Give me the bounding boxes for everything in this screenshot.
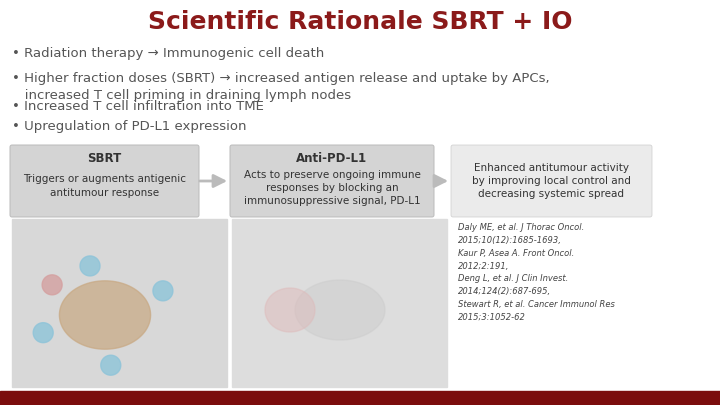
Bar (232, 219, 447, 387)
Bar (12, 219, 227, 387)
FancyBboxPatch shape (10, 145, 199, 217)
Text: Anti-PD-L1: Anti-PD-L1 (297, 153, 368, 166)
FancyBboxPatch shape (230, 145, 434, 217)
Text: Daly ME, et al. J Thorac Oncol.
2015;10(12):1685-1693,
Kaur P, Asea A. Front Onc: Daly ME, et al. J Thorac Oncol. 2015;10(… (458, 223, 615, 322)
FancyArrowPatch shape (199, 175, 224, 187)
FancyArrowPatch shape (434, 175, 445, 187)
Polygon shape (33, 323, 53, 343)
Polygon shape (295, 280, 385, 340)
Text: Oncology: Oncology (30, 394, 70, 403)
Polygon shape (153, 281, 173, 301)
Polygon shape (101, 355, 121, 375)
Text: • Radiation therapy → Immunogenic cell death: • Radiation therapy → Immunogenic cell d… (12, 47, 324, 60)
Bar (0, 391, 720, 405)
Text: Enhanced antitumour activity
by improving local control and
decreasing systemic : Enhanced antitumour activity by improvin… (472, 163, 631, 199)
Text: Scientific Rationale SBRT + IO: Scientific Rationale SBRT + IO (148, 10, 572, 34)
Polygon shape (265, 288, 315, 332)
Text: • Increased T cell infiltration into TME: • Increased T cell infiltration into TME (12, 100, 264, 113)
Polygon shape (42, 275, 62, 295)
Polygon shape (80, 256, 100, 276)
Text: SBRT: SBRT (87, 153, 122, 166)
Text: • Upregulation of PD-L1 expression: • Upregulation of PD-L1 expression (12, 120, 246, 133)
Text: Acts to preserve ongoing immune
responses by blocking an
immunosuppressive signa: Acts to preserve ongoing immune response… (243, 170, 420, 206)
Text: • Higher fraction doses (SBRT) → increased antigen release and uptake by APCs,
 : • Higher fraction doses (SBRT) → increas… (12, 72, 549, 102)
Polygon shape (60, 281, 150, 349)
FancyBboxPatch shape (451, 145, 652, 217)
Text: Triggers or augments antigenic
antitumour response: Triggers or augments antigenic antitumou… (23, 175, 186, 198)
